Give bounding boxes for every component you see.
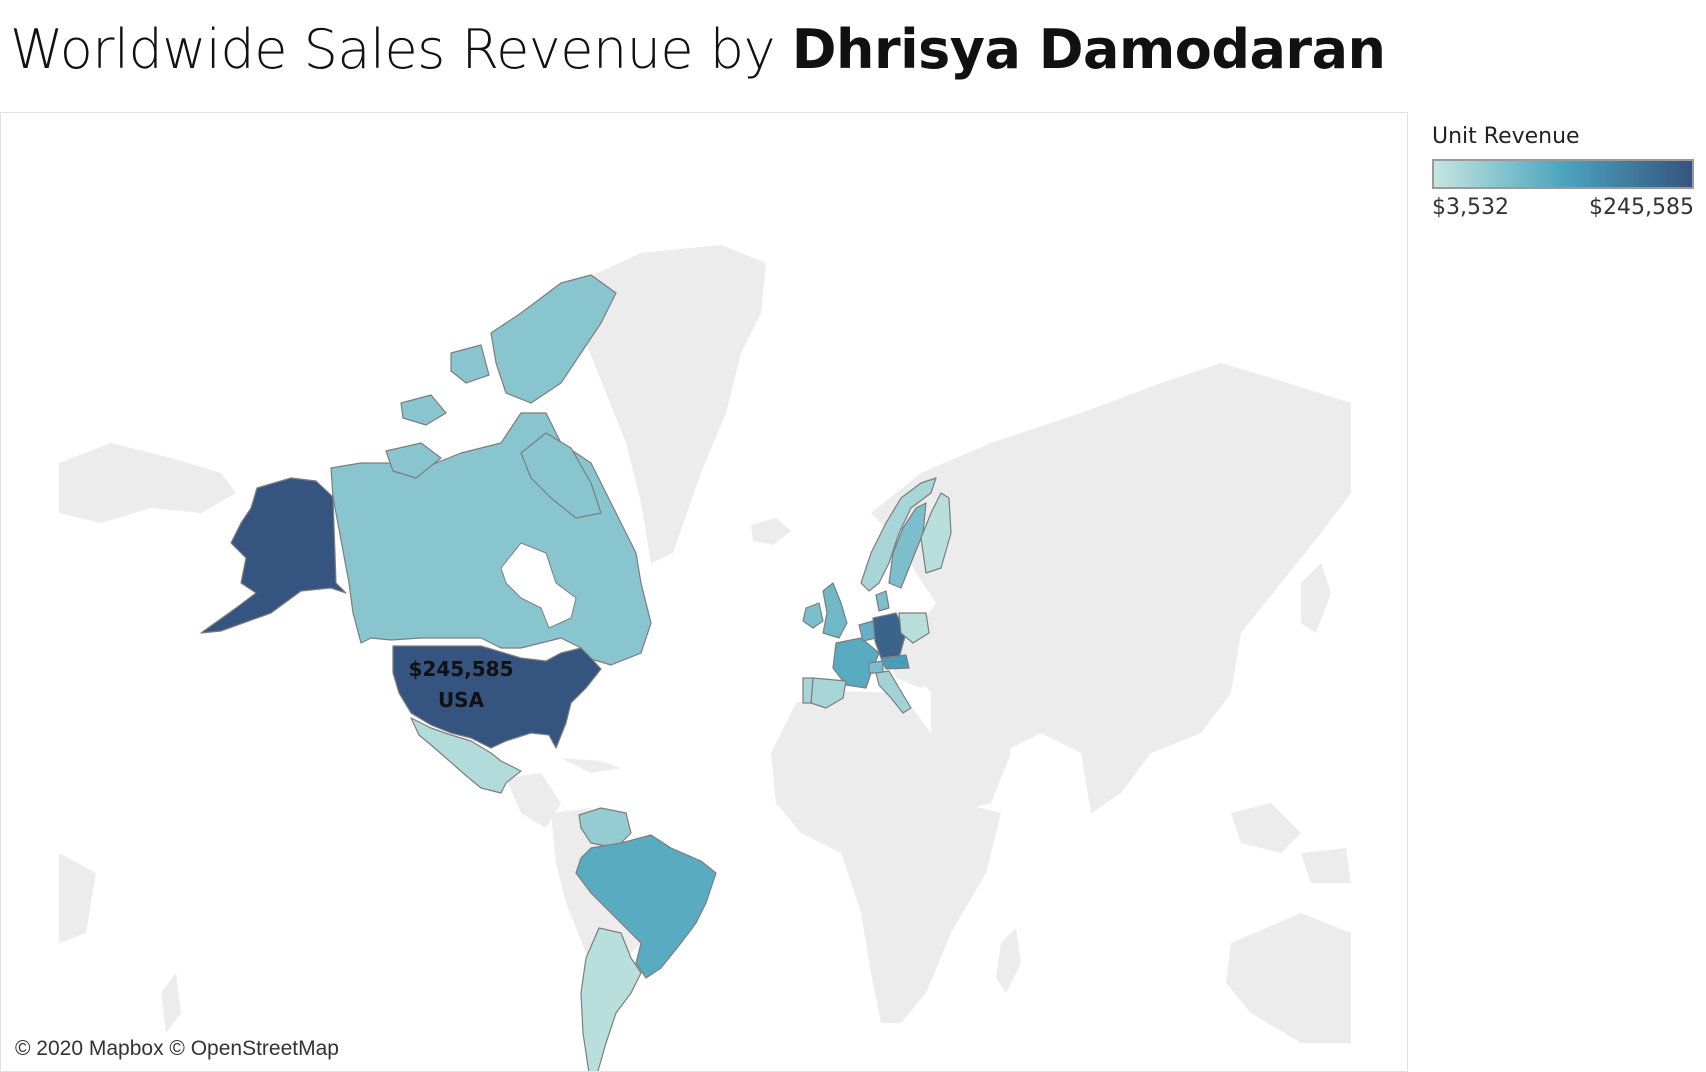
country-switzerland[interactable] (868, 660, 884, 674)
legend-color-ramp (1432, 159, 1694, 189)
highlight-label: $245,585 USA (408, 657, 513, 712)
country-mexico[interactable] (410, 717, 522, 794)
map-canvas[interactable]: $245,585 USA (1, 113, 1408, 1072)
country-usa[interactable] (392, 645, 602, 749)
country-canada-baffin[interactable] (520, 432, 602, 519)
country-canada[interactable] (330, 412, 652, 666)
country-canada-arctic[interactable] (490, 274, 617, 404)
highlight-value-label: $245,585 (408, 657, 513, 681)
country-sweden[interactable] (888, 502, 927, 589)
country-austria[interactable] (880, 654, 910, 670)
hudson-bay (500, 542, 577, 629)
country-canada-isle-b[interactable] (450, 344, 490, 384)
page-title: Worldwide Sales Revenue by Dhrisya Damod… (10, 18, 1386, 81)
country-layer[interactable] (200, 274, 952, 1072)
country-brazil[interactable] (575, 834, 717, 979)
country-canada-isle-a[interactable] (400, 394, 447, 426)
legend-ticks: $3,532 $245,585 (1432, 195, 1694, 220)
country-argentina[interactable] (580, 927, 642, 1072)
country-ireland[interactable] (802, 602, 824, 629)
legend-min-label: $3,532 (1432, 195, 1509, 220)
map-attribution[interactable]: © 2020 Mapbox © OpenStreetMap (15, 1037, 339, 1060)
highlight-country-label: USA (438, 688, 485, 712)
legend-max-label: $245,585 (1589, 195, 1694, 220)
country-uk[interactable] (822, 582, 848, 639)
country-portugal[interactable] (802, 677, 814, 704)
country-poland[interactable] (898, 612, 930, 644)
country-finland[interactable] (920, 492, 952, 574)
background-land (59, 245, 1351, 1043)
color-legend: Unit Revenue $3,532 $245,585 (1432, 124, 1702, 220)
country-canada-isle-c[interactable] (385, 442, 442, 479)
country-denmark[interactable] (875, 590, 890, 612)
map-view[interactable]: $245,585 USA © 2020 Mapbox © OpenStreetM… (0, 112, 1408, 1072)
title-author: Dhrisya Damodaran (791, 18, 1386, 81)
country-italy[interactable] (875, 670, 912, 714)
legend-title: Unit Revenue (1432, 124, 1580, 149)
country-venezuela[interactable] (578, 807, 632, 849)
country-norway[interactable] (860, 477, 937, 592)
country-usa-alaska[interactable] (200, 477, 347, 634)
title-prefix: Worldwide Sales Revenue by (10, 18, 776, 81)
